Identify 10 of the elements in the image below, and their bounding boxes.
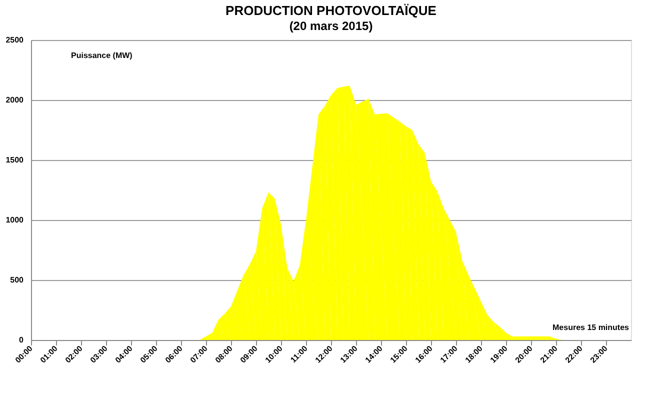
y-tick-label: 0	[19, 336, 24, 344]
y-tick-label: 1000	[6, 216, 24, 224]
y-tick-label: 500	[10, 276, 24, 284]
y-tick-label: 2000	[6, 96, 24, 104]
y-tick-label: 1500	[6, 156, 24, 164]
y-tick-label: 2500	[6, 36, 24, 44]
y-axis-title: Puissance (MW)	[71, 51, 133, 60]
annotation: Mesures 15 minutes	[552, 323, 630, 332]
chart-title: PRODUCTION PHOTOVOLTAÏQUE	[226, 3, 437, 18]
chart-subtitle: (20 mars 2015)	[289, 19, 373, 33]
